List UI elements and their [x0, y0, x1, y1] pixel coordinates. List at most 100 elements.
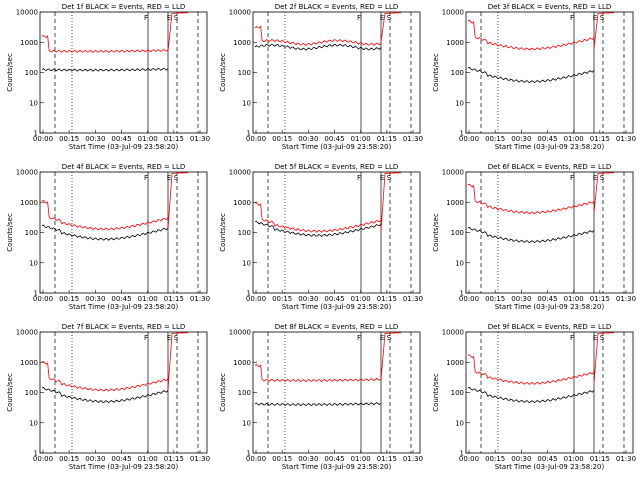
x-tick-label: 00:45	[537, 135, 557, 143]
detector-panel: Det 9f BLACK = Events, RED = LLD 1 10 100 10…	[432, 323, 636, 471]
x-tick-label: 01:30	[190, 295, 210, 303]
marker-label: S	[387, 174, 392, 182]
panel-title: Det 9f BLACK = Events, RED = LLD	[488, 323, 611, 331]
y-tick-label: 10000	[229, 9, 251, 17]
events-series-line	[41, 67, 169, 72]
y-tick-label: 10000	[442, 9, 464, 17]
x-tick-label: 01:00	[351, 295, 371, 303]
x-tick-label: 00:45	[111, 295, 131, 303]
x-tick-label: 01:30	[190, 135, 210, 143]
plot-frame	[465, 331, 634, 454]
x-tick-label: 01:15	[377, 135, 397, 143]
marker-label: S	[387, 334, 392, 342]
x-tick-label: 00:45	[324, 295, 344, 303]
x-tick-label: 00:00	[459, 135, 479, 143]
events-series-line	[467, 66, 595, 84]
x-tick-label: 01:30	[190, 455, 210, 463]
y-tick-label: 1000	[233, 39, 251, 47]
y-tick-label: 100	[25, 389, 38, 397]
x-tick-label: 00:45	[537, 455, 557, 463]
plot-frame	[465, 171, 634, 294]
y-tick-label: 100	[25, 229, 38, 237]
y-tick-label: 10000	[16, 169, 38, 177]
x-axis-label: Start Time (03-Jul-09 23:58:20)	[495, 463, 605, 471]
marker-label: S	[174, 14, 179, 22]
x-tick-label: 01:30	[403, 295, 423, 303]
marker-label: F	[357, 334, 361, 342]
x-tick-label: 00:00	[246, 455, 266, 463]
y-tick-label: 10	[455, 419, 464, 427]
x-tick-label: 01:00	[138, 135, 158, 143]
x-tick-label: 00:30	[511, 135, 531, 143]
y-tick-label: 1000	[20, 359, 38, 367]
events-series-line	[467, 226, 595, 244]
x-tick-label: 00:15	[485, 135, 505, 143]
x-tick-label: 00:15	[485, 295, 505, 303]
lld-series-line	[41, 34, 169, 53]
lld-series-tail	[167, 172, 189, 230]
x-axis-label: Start Time (03-Jul-09 23:58:20)	[69, 463, 179, 471]
y-tick-label: 1	[460, 130, 464, 138]
x-tick-label: 00:45	[111, 455, 131, 463]
lld-series-tail	[593, 12, 615, 50]
marker-label: S	[387, 14, 392, 22]
lld-series-tail	[380, 172, 402, 232]
panel-title: Det 7f BLACK = Events, RED = LLD	[62, 323, 185, 331]
x-tick-label: 01:30	[616, 455, 636, 463]
x-tick-label: 00:30	[85, 295, 105, 303]
marker-label: S	[600, 14, 605, 22]
y-tick-label: 10	[455, 99, 464, 107]
lld-series-line	[254, 364, 382, 383]
x-tick-label: 00:30	[298, 295, 318, 303]
x-axis-label: Start Time (03-Jul-09 23:58:20)	[69, 303, 179, 311]
x-tick-label: 00:00	[33, 135, 53, 143]
marker-label: F	[570, 14, 574, 22]
plot-frame	[252, 171, 421, 294]
marker-label: F	[144, 174, 148, 182]
lld-series-tail	[380, 332, 402, 381]
y-tick-label: 10	[455, 259, 464, 267]
plot-frame	[39, 11, 208, 134]
x-tick-label: 01:15	[377, 295, 397, 303]
plot-frame	[39, 171, 208, 294]
x-tick-label: 01:15	[590, 135, 610, 143]
plot-frame	[252, 331, 421, 454]
x-tick-label: 00:45	[324, 135, 344, 143]
x-tick-label: 00:30	[85, 135, 105, 143]
panel-title: Det 2f BLACK = Events, RED = LLD	[275, 3, 398, 11]
x-tick-label: 00:00	[246, 135, 266, 143]
y-tick-label: 100	[451, 389, 464, 397]
y-tick-label: 10	[29, 259, 38, 267]
plot-frame	[39, 331, 208, 454]
lld-series-tail	[167, 12, 189, 52]
events-series-line	[467, 386, 595, 404]
x-tick-label: 00:15	[272, 295, 292, 303]
panel-title: Det 6f BLACK = Events, RED = LLD	[488, 163, 611, 171]
x-tick-label: 01:30	[616, 295, 636, 303]
marker-label: F	[570, 334, 574, 342]
y-tick-label: 10	[242, 259, 251, 267]
x-axis-label: Start Time (03-Jul-09 23:58:20)	[282, 303, 392, 311]
lld-series-line	[41, 360, 169, 392]
y-tick-label: 10000	[442, 169, 464, 177]
y-tick-label: 10000	[442, 329, 464, 337]
events-series-line	[254, 43, 382, 51]
y-tick-label: 10	[242, 419, 251, 427]
y-tick-label: 1	[460, 290, 464, 298]
y-tick-label: 1000	[446, 39, 464, 47]
lld-series-tail	[380, 12, 402, 43]
marker-label: S	[174, 174, 179, 182]
y-tick-label: 1000	[20, 39, 38, 47]
y-axis-label: Counts/sec	[6, 213, 14, 252]
x-tick-label: 00:30	[511, 455, 531, 463]
x-tick-label: 00:00	[33, 295, 53, 303]
x-tick-label: 00:45	[111, 135, 131, 143]
events-series-line	[254, 220, 382, 237]
x-axis-label: Start Time (03-Jul-09 23:58:20)	[495, 303, 605, 311]
x-tick-label: 00:00	[246, 295, 266, 303]
y-tick-label: 100	[238, 229, 251, 237]
x-tick-label: 01:00	[351, 455, 371, 463]
plot-frame	[465, 11, 634, 134]
lld-series-line	[254, 25, 382, 46]
